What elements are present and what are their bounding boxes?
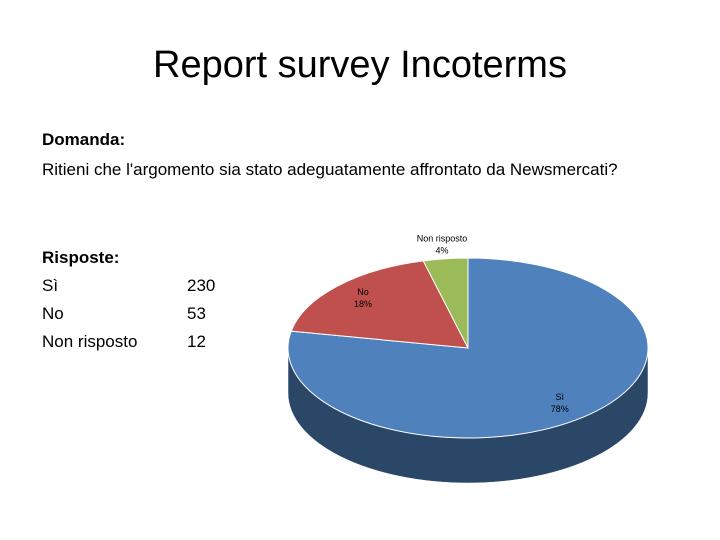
slice-label: Non risposto [417, 234, 468, 244]
slice-value-label: 78% [551, 404, 569, 414]
slice-label: Sì [556, 392, 565, 402]
answer-count: 12 [187, 332, 206, 351]
pie-slice [290, 260, 469, 349]
slice-label: No [357, 287, 369, 297]
question-text: Ritieni che l'argomento sia stato adegua… [42, 160, 618, 179]
pie-slice [287, 257, 649, 439]
answer-name: Sì [42, 276, 59, 295]
slide-title: Report survey Incoterms [153, 44, 567, 86]
answer-name: No [42, 304, 64, 323]
answers-label: Risposte: [42, 248, 120, 267]
answer-count: 230 [187, 276, 216, 295]
question-label: Domanda: [42, 130, 126, 149]
slice-value-label: 4% [436, 246, 449, 256]
pie-slice [422, 257, 469, 349]
answer-name: Non risposto [42, 332, 138, 351]
slice-value-label: 18% [354, 299, 372, 309]
answer-count: 53 [187, 304, 206, 323]
